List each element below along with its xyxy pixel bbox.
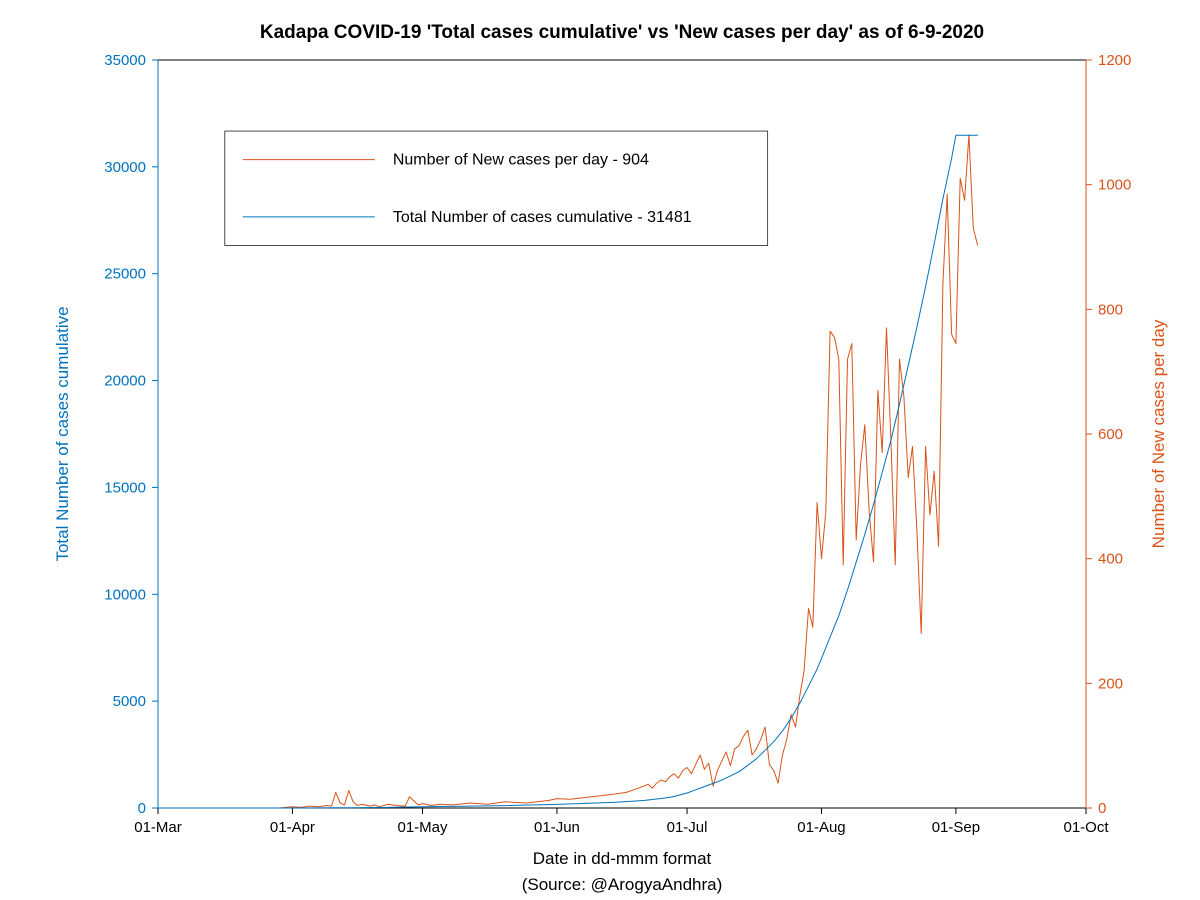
y-left-axis-label: Total Number of cases cumulative [53, 306, 72, 561]
y-right-tick-label: 0 [1098, 800, 1106, 817]
x-tick-label: 01-Oct [1063, 819, 1109, 836]
x-tick-label: 01-Mar [134, 819, 182, 836]
y-right-tick-label: 800 [1098, 301, 1123, 318]
y-right-axis-label: Number of New cases per day [1149, 319, 1168, 548]
chart-title: Kadapa COVID-19 'Total cases cumulative'… [260, 22, 984, 43]
y-right-tick-label: 1000 [1098, 177, 1131, 194]
y-left-tick-label: 10000 [104, 586, 146, 603]
x-tick-label: 01-Sep [932, 819, 980, 836]
y-left-tick-label: 30000 [104, 159, 146, 176]
x-axis-label: Date in dd-mmm format [533, 849, 712, 868]
x-tick-label: 01-Apr [270, 819, 315, 836]
chart-container: Kadapa COVID-19 'Total cases cumulative'… [0, 0, 1200, 900]
y-left-tick-label: 20000 [104, 373, 146, 390]
y-left-tick-label: 15000 [104, 479, 146, 496]
y-left-tick-label: 0 [138, 800, 146, 817]
x-tick-label: 01-May [398, 819, 449, 836]
legend-label: Total Number of cases cumulative - 31481 [393, 209, 692, 226]
y-left-tick-label: 5000 [113, 693, 146, 710]
x-tick-label: 01-Jun [534, 819, 580, 836]
x-axis-sublabel: (Source: @ArogyaAndhra) [522, 875, 723, 894]
y-right-tick-label: 400 [1098, 551, 1123, 568]
x-tick-label: 01-Aug [797, 819, 845, 836]
legend-label: Number of New cases per day - 904 [393, 152, 649, 169]
x-tick-label: 01-Jul [667, 819, 708, 836]
y-right-tick-label: 600 [1098, 426, 1123, 443]
y-right-tick-label: 200 [1098, 675, 1123, 692]
chart-svg: Kadapa COVID-19 'Total cases cumulative'… [0, 0, 1200, 900]
y-right-tick-label: 1200 [1098, 52, 1131, 69]
y-left-tick-label: 25000 [104, 266, 146, 283]
y-left-tick-label: 35000 [104, 52, 146, 69]
legend: Number of New cases per day - 904 Total N… [225, 131, 768, 245]
